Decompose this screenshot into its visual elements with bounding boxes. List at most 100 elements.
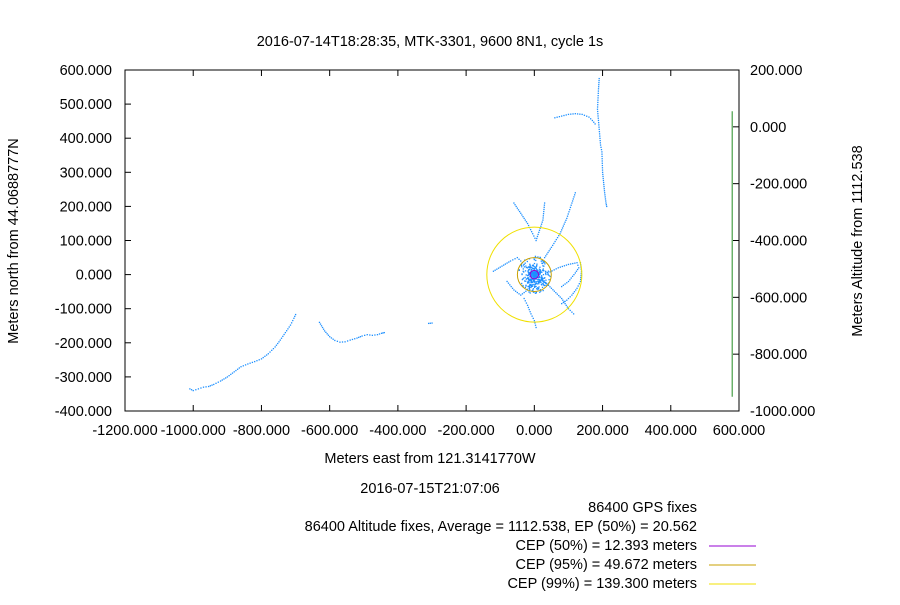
gps-fix-point xyxy=(364,334,366,336)
gps-fix-point xyxy=(541,259,544,262)
x-tick-label: -800.000 xyxy=(233,423,290,439)
gps-fix-point xyxy=(514,258,516,260)
gps-fix-point xyxy=(569,279,571,281)
gps-fix-point xyxy=(602,181,605,184)
gps-fix-point xyxy=(580,276,582,279)
gps-fix-point xyxy=(190,389,193,391)
gps-fix-point xyxy=(320,325,323,327)
gps-fix-point xyxy=(221,379,223,381)
gps-fix-point xyxy=(530,281,532,283)
gps-fix-point xyxy=(211,384,213,386)
gps-fix-point xyxy=(427,322,430,325)
gps-fix-point xyxy=(547,284,550,287)
gps-fix-point xyxy=(541,271,543,273)
gps-fix-point xyxy=(267,353,269,355)
gps-fix-point xyxy=(534,270,536,273)
gps-fix-point xyxy=(597,90,600,92)
gps-fix-point xyxy=(576,287,578,289)
gps-fix-point xyxy=(366,334,368,336)
gps-fix-point xyxy=(526,282,529,284)
gps-fix-point xyxy=(574,262,576,264)
gps-fix-point xyxy=(535,267,537,269)
gps-fix-point xyxy=(525,265,527,267)
gps-fix-point xyxy=(513,289,515,291)
gps-fix-point xyxy=(571,275,574,277)
gps-fix-point xyxy=(532,233,534,235)
gps-fix-point xyxy=(528,271,530,274)
gps-fix-point xyxy=(520,264,523,267)
gps-fix-point xyxy=(527,224,530,227)
gps-fix-point xyxy=(561,227,564,229)
legend-label: CEP (95%) = 49.672 meters xyxy=(516,557,697,573)
cep-50-circle xyxy=(529,269,540,280)
gps-fix-point xyxy=(514,290,517,292)
gps-fix-point xyxy=(544,281,547,284)
gps-fix-point xyxy=(528,308,530,311)
gps-fix-point xyxy=(542,282,545,284)
gps-fix-point xyxy=(532,264,534,266)
gps-fix-point xyxy=(545,273,547,276)
gps-fix-point xyxy=(538,231,540,234)
gps-fix-point xyxy=(274,346,276,348)
gps-fix-point xyxy=(532,275,535,277)
gps-fix-point xyxy=(572,198,574,200)
gps-fix-point xyxy=(570,113,572,115)
gps-fix-point xyxy=(226,376,229,378)
gps-fix-point xyxy=(526,288,528,290)
gps-fix-point xyxy=(542,284,545,286)
gps-fix-point xyxy=(518,210,521,213)
gps-fix-point xyxy=(539,279,541,281)
gps-fix-point xyxy=(256,360,258,362)
gps-fix-point xyxy=(492,270,495,272)
gps-fix-point xyxy=(197,388,200,390)
gps-fix-point xyxy=(521,266,523,268)
legend-label: CEP (99%) = 139.300 meters xyxy=(507,576,697,592)
gps-fix-point xyxy=(534,273,536,275)
gps-fix-point xyxy=(513,202,515,204)
gps-fix-point xyxy=(542,269,545,272)
gps-fix-point xyxy=(233,371,235,373)
gps-fix-point xyxy=(543,284,546,287)
gps-fix-point xyxy=(530,266,532,268)
gps-fix-point xyxy=(538,268,541,270)
gps-fix-point xyxy=(527,277,529,280)
gps-fix-point xyxy=(533,284,536,286)
gps-fix-point xyxy=(517,209,520,211)
gps-fix-point xyxy=(556,116,558,118)
gps-fix-point xyxy=(522,278,524,280)
gps-fixes-label: 86400 GPS fixes xyxy=(588,500,697,516)
gps-fix-point xyxy=(603,188,605,190)
gps-fix-point xyxy=(597,115,599,117)
gps-fix-point xyxy=(526,222,529,225)
gps-fix-point xyxy=(533,272,535,274)
gps-fix-point xyxy=(538,270,541,272)
gps-fix-point xyxy=(541,262,543,264)
gps-fix-point xyxy=(523,297,525,300)
gps-fix-point xyxy=(541,279,543,281)
gps-fix-point xyxy=(604,194,606,196)
gps-fix-point xyxy=(530,275,533,277)
gps-fix-point xyxy=(547,251,549,254)
gps-fix-point xyxy=(536,279,539,281)
gps-fix-point xyxy=(536,237,538,240)
gps-fix-point xyxy=(289,324,292,326)
gps-fix-point xyxy=(542,280,544,282)
gps-fix-point xyxy=(376,334,379,336)
gps-fix-point xyxy=(258,359,260,361)
gps-fix-point xyxy=(539,281,541,283)
gps-fix-point xyxy=(529,265,531,267)
gps-fix-point xyxy=(537,276,540,279)
gps-fix-point xyxy=(516,207,518,209)
gps-fix-point xyxy=(535,282,537,284)
gps-fix-point xyxy=(590,118,592,120)
gps-fix-point xyxy=(325,331,327,334)
gps-fix-point xyxy=(602,177,604,180)
gps-fix-point xyxy=(499,266,501,268)
gps-fix-point xyxy=(578,267,580,269)
gps-fix-point xyxy=(566,217,568,220)
gps-fix-point xyxy=(543,265,545,267)
gps-fix-point xyxy=(528,272,531,275)
gps-fix-point xyxy=(598,86,600,88)
gps-fix-point xyxy=(568,211,570,213)
